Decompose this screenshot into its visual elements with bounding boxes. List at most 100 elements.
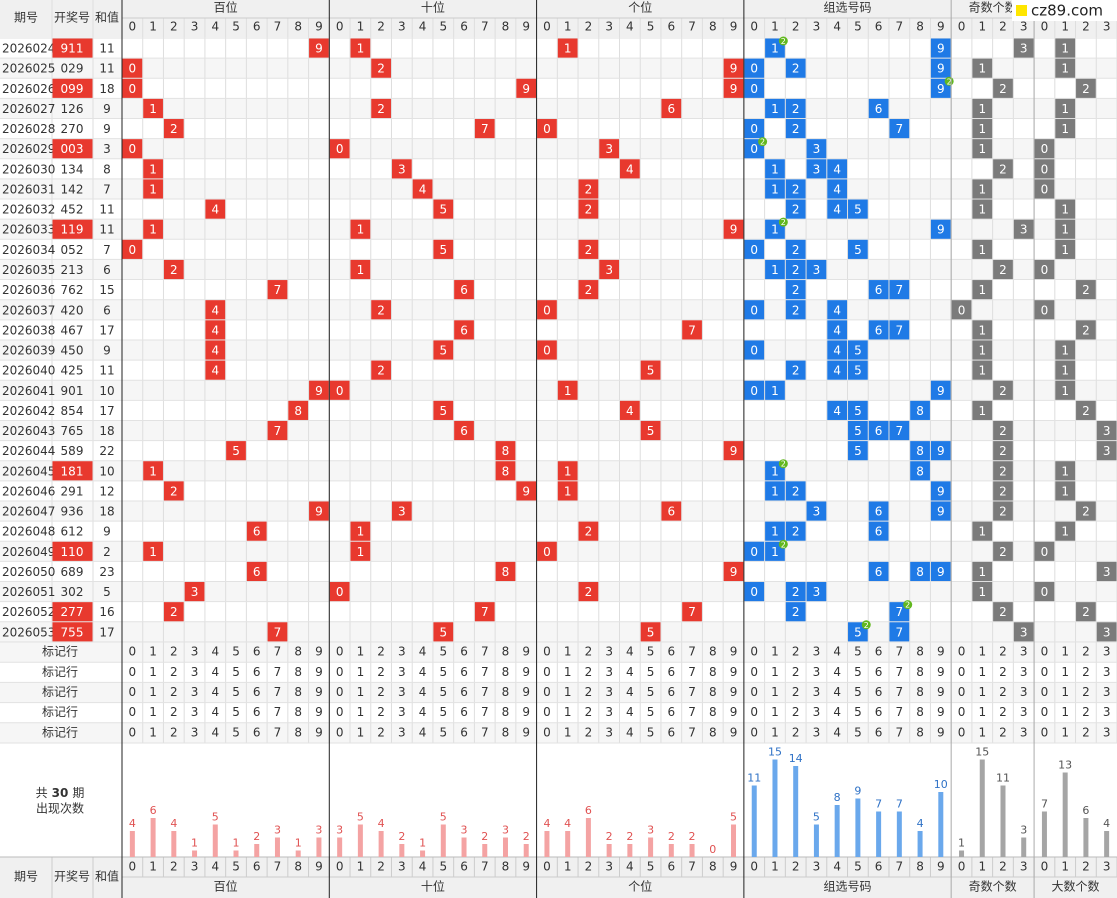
count-bar: [751, 785, 757, 857]
count-bar: [192, 850, 198, 857]
position-digit-label: 9: [522, 484, 530, 498]
marker-digit: 1: [149, 725, 157, 739]
digit-footer: 4: [833, 860, 841, 874]
odd-count-label: 1: [978, 525, 986, 539]
odd-count-label: 2: [999, 82, 1007, 96]
big-count: [1034, 139, 1055, 159]
digit-footer: 0: [129, 860, 137, 874]
count-bar: [1083, 818, 1089, 857]
marker-digit: 0: [129, 705, 137, 719]
position-digit: [537, 340, 557, 360]
group-digit: [910, 461, 930, 481]
big-count: [1055, 199, 1076, 219]
watermark: cz89.com: [1031, 2, 1103, 20]
position-digit: [350, 259, 371, 280]
count-bar: [337, 837, 343, 857]
group-digit-label: 2: [792, 585, 800, 599]
position-digit: [516, 481, 537, 501]
marker-digit: 5: [439, 725, 447, 739]
sum: 18: [99, 424, 114, 438]
period: 2026032: [2, 203, 55, 217]
stats-total-part: 期: [72, 786, 84, 800]
group-digit-label: 9: [937, 223, 945, 237]
group-digit-label: 8: [916, 464, 924, 478]
period: 2026042: [2, 404, 55, 418]
position-digit: [454, 280, 474, 300]
marker-digit: 8: [502, 705, 510, 719]
draw-number: 854: [61, 404, 84, 418]
marker-digit: 0: [750, 725, 758, 739]
marker-digit: 6: [875, 685, 883, 699]
group-header: 十位: [421, 0, 445, 15]
group-digit-label: 7: [896, 122, 904, 136]
marker-digit: 1: [1061, 665, 1069, 679]
position-digit: [143, 219, 163, 239]
position-digit-label: 3: [605, 142, 613, 156]
position-digit: [122, 58, 143, 78]
sum: 17: [99, 323, 114, 337]
marker-digit: 4: [419, 705, 427, 719]
marker-digit: 2: [585, 685, 593, 699]
group-digit: [765, 481, 785, 501]
odd-count: [972, 280, 993, 300]
marker-digit: 9: [730, 705, 738, 719]
digit-header: 6: [460, 20, 468, 34]
period: 2026036: [2, 283, 55, 297]
position-digit: [288, 400, 309, 420]
digit-footer: 2: [792, 860, 800, 874]
count-label: 4: [917, 817, 924, 830]
digit-header: 9: [730, 20, 738, 34]
repeat-badge-label: 2: [781, 540, 786, 549]
odd-count-label: 1: [978, 182, 986, 196]
count-bar: [1000, 785, 1006, 857]
draw-number: 689: [61, 565, 84, 579]
marker-digit: 2: [1082, 665, 1090, 679]
odd-count-label: 1: [978, 203, 986, 217]
position-digit: [350, 541, 371, 561]
marker-digit: 1: [357, 685, 365, 699]
marker-digit: 8: [502, 645, 510, 659]
marker-digit: 2: [585, 645, 593, 659]
draw-number: 277: [61, 605, 84, 619]
position-digit: [433, 622, 454, 642]
marker-digit: 5: [232, 665, 240, 679]
big-count-label: 2: [1082, 283, 1090, 297]
big-count-label: 1: [1061, 484, 1069, 498]
marker-digit: 6: [460, 725, 468, 739]
repeat-badge: [861, 620, 871, 630]
stats-total-part: 共: [36, 786, 48, 800]
marker-digit: 3: [605, 685, 613, 699]
group-digit: [930, 441, 951, 461]
group-digit: [765, 521, 785, 541]
position-digit-label: 4: [419, 182, 427, 196]
watermark-bg: [1012, 0, 1117, 21]
marker-digit: 2: [377, 725, 385, 739]
digit-header: 6: [668, 20, 676, 34]
marker-digit: 2: [792, 725, 800, 739]
count-bar: [834, 805, 840, 857]
count-bar: [1021, 837, 1027, 857]
marker-digit: 3: [813, 685, 821, 699]
marker-digit: 0: [1041, 705, 1049, 719]
period: 2026041: [2, 384, 55, 398]
big-count-label: 0: [1041, 303, 1049, 317]
count-label: 1: [233, 837, 240, 850]
period: 2026025: [2, 62, 55, 76]
marker-digit: 2: [170, 685, 178, 699]
marker-digit: 3: [398, 705, 406, 719]
group-digit-label: 2: [792, 243, 800, 257]
marker-digit: 3: [398, 685, 406, 699]
count-label: 1: [295, 837, 302, 850]
repeat-badge-label: 2: [781, 37, 786, 46]
marker-digit: 2: [377, 705, 385, 719]
group-digit-label: 4: [833, 162, 841, 176]
row-stripe: [0, 682, 1117, 703]
row-stripe: [0, 642, 1117, 663]
big-count-label: 1: [1061, 464, 1069, 478]
odd-count-label: 1: [978, 364, 986, 378]
position-digit: [329, 380, 350, 400]
big-count: [1096, 561, 1117, 582]
marker-digit: 0: [336, 725, 344, 739]
marker-digit: 8: [709, 645, 717, 659]
row-stripe: [0, 138, 1117, 159]
